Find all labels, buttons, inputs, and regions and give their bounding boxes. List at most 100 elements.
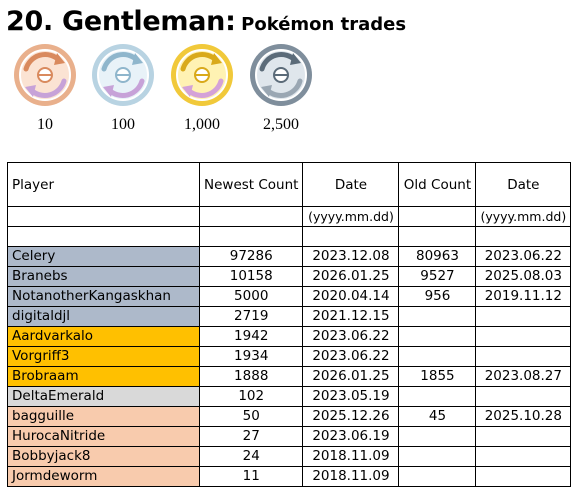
newest-count-cell: 50	[198, 406, 304, 427]
date-format-row: (yyyy.mm.dd) (yyyy.mm.dd)	[7, 206, 572, 227]
medal-silver: 100	[88, 42, 158, 134]
old-count-cell: 956	[398, 286, 477, 307]
old-date-cell	[475, 306, 572, 327]
date-cell: 2020.04.14	[302, 286, 400, 307]
player-cell: Jormdeworm	[7, 466, 200, 487]
medal-bronze: 10	[10, 42, 80, 134]
table-row: HurocaNitride 27 2023.06.19	[7, 426, 572, 447]
table-row: Jormdeworm 11 2018.11.09	[7, 466, 572, 487]
player-cell: Aardvarkalo	[7, 326, 200, 347]
date-cell: 2021.12.15	[302, 306, 400, 327]
old-date-cell: 2023.06.22	[475, 246, 572, 267]
player-cell: digitaldjl	[7, 306, 200, 327]
player-cell: NotanotherKangaskhan	[7, 286, 200, 307]
table-row: Brobraam 1888 2026.01.25 1855 2023.08.27	[7, 366, 572, 387]
empty-cell	[7, 226, 200, 247]
newest-count-cell: 11	[198, 466, 304, 487]
old-count-cell	[398, 306, 477, 327]
date-cell: 2018.11.09	[302, 466, 400, 487]
bronze-trade-medal-icon	[14, 44, 76, 106]
old-count-cell	[398, 386, 477, 407]
table-row: Celery 97286 2023.12.08 80963 2023.06.22	[7, 246, 572, 267]
medal-label-platinum: 2,500	[263, 116, 299, 133]
old-count-cell: 45	[398, 406, 477, 427]
date-cell: 2023.06.22	[302, 326, 400, 347]
old-date-cell	[475, 466, 572, 487]
gold-trade-medal-icon	[171, 44, 233, 106]
header-date: Date	[302, 162, 400, 207]
player-cell: HurocaNitride	[7, 426, 200, 447]
empty-cell	[475, 226, 572, 247]
newest-count-cell: 5000	[198, 286, 304, 307]
date-cell: 2025.12.26	[302, 406, 400, 427]
old-count-cell	[398, 426, 477, 447]
old-date-cell: 2025.10.28	[475, 406, 572, 427]
medal-gold: 1,000	[167, 42, 237, 134]
platinum-trade-medal-icon	[250, 44, 312, 106]
newest-count-cell: 102	[198, 386, 304, 407]
old-count-cell	[398, 326, 477, 347]
medal-row: 10 100 1,000 2,500	[10, 42, 330, 134]
player-cell: Vorgriff3	[7, 346, 200, 367]
empty-cell	[198, 226, 304, 247]
date-cell: 2026.01.25	[302, 266, 400, 287]
player-cell: Brobraam	[7, 366, 200, 387]
page-title: 20. Gentleman: Pokémon trades	[6, 6, 406, 37]
table-row: Aardvarkalo 1942 2023.06.22	[7, 326, 572, 347]
player-cell: Celery	[7, 246, 200, 267]
old-date-cell	[475, 426, 572, 447]
medal-label-silver: 100	[111, 116, 135, 133]
date-cell: 2023.05.19	[302, 386, 400, 407]
old-date-cell	[475, 326, 572, 347]
date-cell: 2023.06.22	[302, 346, 400, 367]
old-count-cell: 1855	[398, 366, 477, 387]
table-row: NotanotherKangaskhan 5000 2020.04.14 956 201…	[7, 286, 572, 307]
table-row: DeltaEmerald 102 2023.05.19	[7, 386, 572, 407]
player-cell: bagguille	[7, 406, 200, 427]
silver-trade-medal-icon	[92, 44, 154, 106]
empty-cell	[398, 206, 477, 227]
table-row: Bobbyjack8 24 2018.11.09	[7, 446, 572, 467]
empty-cell	[398, 226, 477, 247]
medal-label-bronze: 10	[37, 116, 53, 133]
old-count-cell: 9527	[398, 266, 477, 287]
date-cell: 2026.01.25	[302, 366, 400, 387]
old-count-cell	[398, 466, 477, 487]
table-row: Branebs 10158 2026.01.25 9527 2025.08.03	[7, 266, 572, 287]
old-date-cell: 2019.11.12	[475, 286, 572, 307]
newest-count-cell: 1934	[198, 346, 304, 367]
player-cell: DeltaEmerald	[7, 386, 200, 407]
newest-count-cell: 1888	[198, 366, 304, 387]
date-cell: 2018.11.09	[302, 446, 400, 467]
newest-count-cell: 97286	[198, 246, 304, 267]
old-date-cell: 2025.08.03	[475, 266, 572, 287]
trades-table: Player Newest Count Date Old Count Date …	[7, 162, 572, 487]
title-number: 20. Gentleman:	[6, 6, 236, 37]
spacer-row	[7, 226, 572, 247]
old-count-cell: 80963	[398, 246, 477, 267]
player-cell: Bobbyjack8	[7, 446, 200, 467]
newest-count-cell: 27	[198, 426, 304, 447]
old-date-format-note: (yyyy.mm.dd)	[475, 206, 572, 227]
newest-count-cell: 10158	[198, 266, 304, 287]
old-date-cell	[475, 386, 572, 407]
empty-cell	[7, 206, 200, 227]
old-date-cell	[475, 446, 572, 467]
newest-count-cell: 24	[198, 446, 304, 467]
newest-count-cell: 2719	[198, 306, 304, 327]
empty-cell	[198, 206, 304, 227]
old-date-cell: 2023.08.27	[475, 366, 572, 387]
header-old-count: Old Count	[398, 162, 477, 207]
title-subtitle: Pokémon trades	[241, 14, 407, 35]
header-row: Player Newest Count Date Old Count Date	[7, 162, 572, 207]
old-date-cell	[475, 346, 572, 367]
old-count-cell	[398, 346, 477, 367]
player-cell: Branebs	[7, 266, 200, 287]
empty-cell	[302, 226, 400, 247]
medal-platinum: 2,500	[246, 42, 316, 134]
medal-label-gold: 1,000	[184, 116, 220, 133]
table-row: digitaldjl 2719 2021.12.15	[7, 306, 572, 327]
header-old-date: Date	[475, 162, 572, 207]
date-format-note: (yyyy.mm.dd)	[302, 206, 400, 227]
table-row: Vorgriff3 1934 2023.06.22	[7, 346, 572, 367]
